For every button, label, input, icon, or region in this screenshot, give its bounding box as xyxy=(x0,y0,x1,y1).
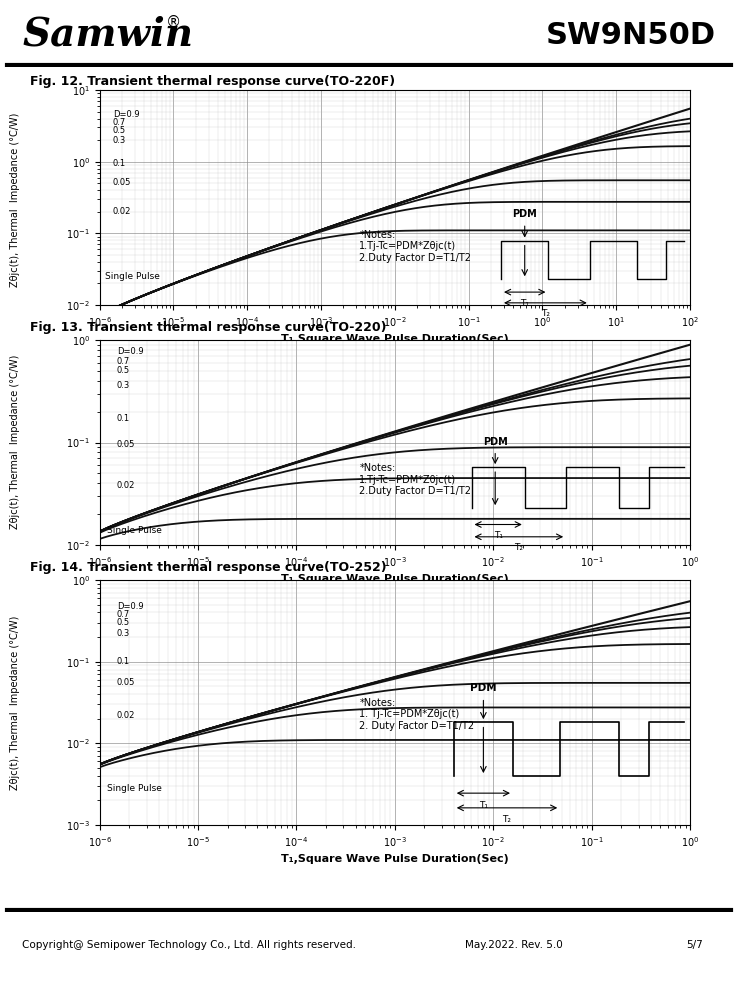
Text: Single Pulse: Single Pulse xyxy=(106,272,160,281)
Text: D=0.9: D=0.9 xyxy=(113,110,139,119)
Text: 0.3: 0.3 xyxy=(117,629,130,638)
Text: Single Pulse: Single Pulse xyxy=(108,784,162,793)
X-axis label: T₁,Square Wave Pulse Duration(Sec): T₁,Square Wave Pulse Duration(Sec) xyxy=(281,574,508,584)
Text: Zθjc(t), Thermal  Impedance (°C/W): Zθjc(t), Thermal Impedance (°C/W) xyxy=(10,616,20,790)
Text: D=0.9: D=0.9 xyxy=(117,602,144,611)
Text: 0.5: 0.5 xyxy=(117,366,130,375)
Text: May.2022. Rev. 5.0: May.2022. Rev. 5.0 xyxy=(465,940,562,950)
X-axis label: T₁,Square Wave Pulse Duration(Sec): T₁,Square Wave Pulse Duration(Sec) xyxy=(281,334,508,344)
Text: T₁: T₁ xyxy=(494,531,503,540)
Text: 0.7: 0.7 xyxy=(117,357,130,366)
Text: 0.02: 0.02 xyxy=(113,207,131,216)
Text: Fig. 12. Transient thermal response curve(TO-220F): Fig. 12. Transient thermal response curv… xyxy=(30,76,395,89)
Text: 0.05: 0.05 xyxy=(117,440,135,449)
Text: PDM: PDM xyxy=(470,683,497,693)
Text: 0.05: 0.05 xyxy=(117,678,135,687)
Text: 0.02: 0.02 xyxy=(117,481,135,490)
Text: *Notes:
1. Tj-Tc=PDM*Zθjc(t)
2. Duty Factor D=T1/T2: *Notes: 1. Tj-Tc=PDM*Zθjc(t) 2. Duty Fac… xyxy=(359,698,475,731)
Text: Copyright@ Semipower Technology Co., Ltd. All rights reserved.: Copyright@ Semipower Technology Co., Ltd… xyxy=(22,940,356,950)
Text: 0.1: 0.1 xyxy=(113,159,125,168)
Text: Single Pulse: Single Pulse xyxy=(108,526,162,535)
X-axis label: T₁,Square Wave Pulse Duration(Sec): T₁,Square Wave Pulse Duration(Sec) xyxy=(281,854,508,864)
Text: Fig. 14. Transient thermal response curve(TO-252): Fig. 14. Transient thermal response curv… xyxy=(30,562,386,574)
Text: 0.1: 0.1 xyxy=(117,657,130,666)
Text: PDM: PDM xyxy=(512,209,537,219)
Text: SW9N50D: SW9N50D xyxy=(545,20,716,49)
Text: ®: ® xyxy=(166,14,182,29)
Text: 0.5: 0.5 xyxy=(113,126,125,135)
Text: Samwin: Samwin xyxy=(22,16,193,54)
Text: *Notes:
1.Tj-Tc=PDM*Zθjc(t)
2.Duty Factor D=T1/T2: *Notes: 1.Tj-Tc=PDM*Zθjc(t) 2.Duty Facto… xyxy=(359,463,472,496)
Text: Fig. 13. Transient thermal response curve(TO-220): Fig. 13. Transient thermal response curv… xyxy=(30,320,386,334)
Text: T₂: T₂ xyxy=(541,309,550,318)
Text: D=0.9: D=0.9 xyxy=(117,347,144,356)
Text: Zθjc(t), Thermal  Impedance (°C/W): Zθjc(t), Thermal Impedance (°C/W) xyxy=(10,355,20,529)
Text: 0.05: 0.05 xyxy=(113,178,131,187)
Text: 0.3: 0.3 xyxy=(113,136,126,145)
Text: T₂: T₂ xyxy=(503,815,511,824)
Text: T₁: T₁ xyxy=(520,299,529,308)
Text: T₂: T₂ xyxy=(514,543,523,552)
Text: PDM: PDM xyxy=(483,437,508,447)
Text: *Notes:
1.Tj-Tc=PDM*Zθjc(t)
2.Duty Factor D=T1/T2: *Notes: 1.Tj-Tc=PDM*Zθjc(t) 2.Duty Facto… xyxy=(359,230,472,263)
Text: Zθjc(t), Thermal  Impedance (°C/W): Zθjc(t), Thermal Impedance (°C/W) xyxy=(10,113,20,287)
Text: 0.02: 0.02 xyxy=(117,711,135,720)
Text: 0.3: 0.3 xyxy=(117,381,130,390)
Text: 5/7: 5/7 xyxy=(686,940,703,950)
Text: 0.7: 0.7 xyxy=(117,610,130,619)
Text: 0.5: 0.5 xyxy=(117,618,130,627)
Text: 0.1: 0.1 xyxy=(117,414,130,423)
Text: T₁: T₁ xyxy=(479,800,488,810)
Text: 0.7: 0.7 xyxy=(113,118,126,127)
